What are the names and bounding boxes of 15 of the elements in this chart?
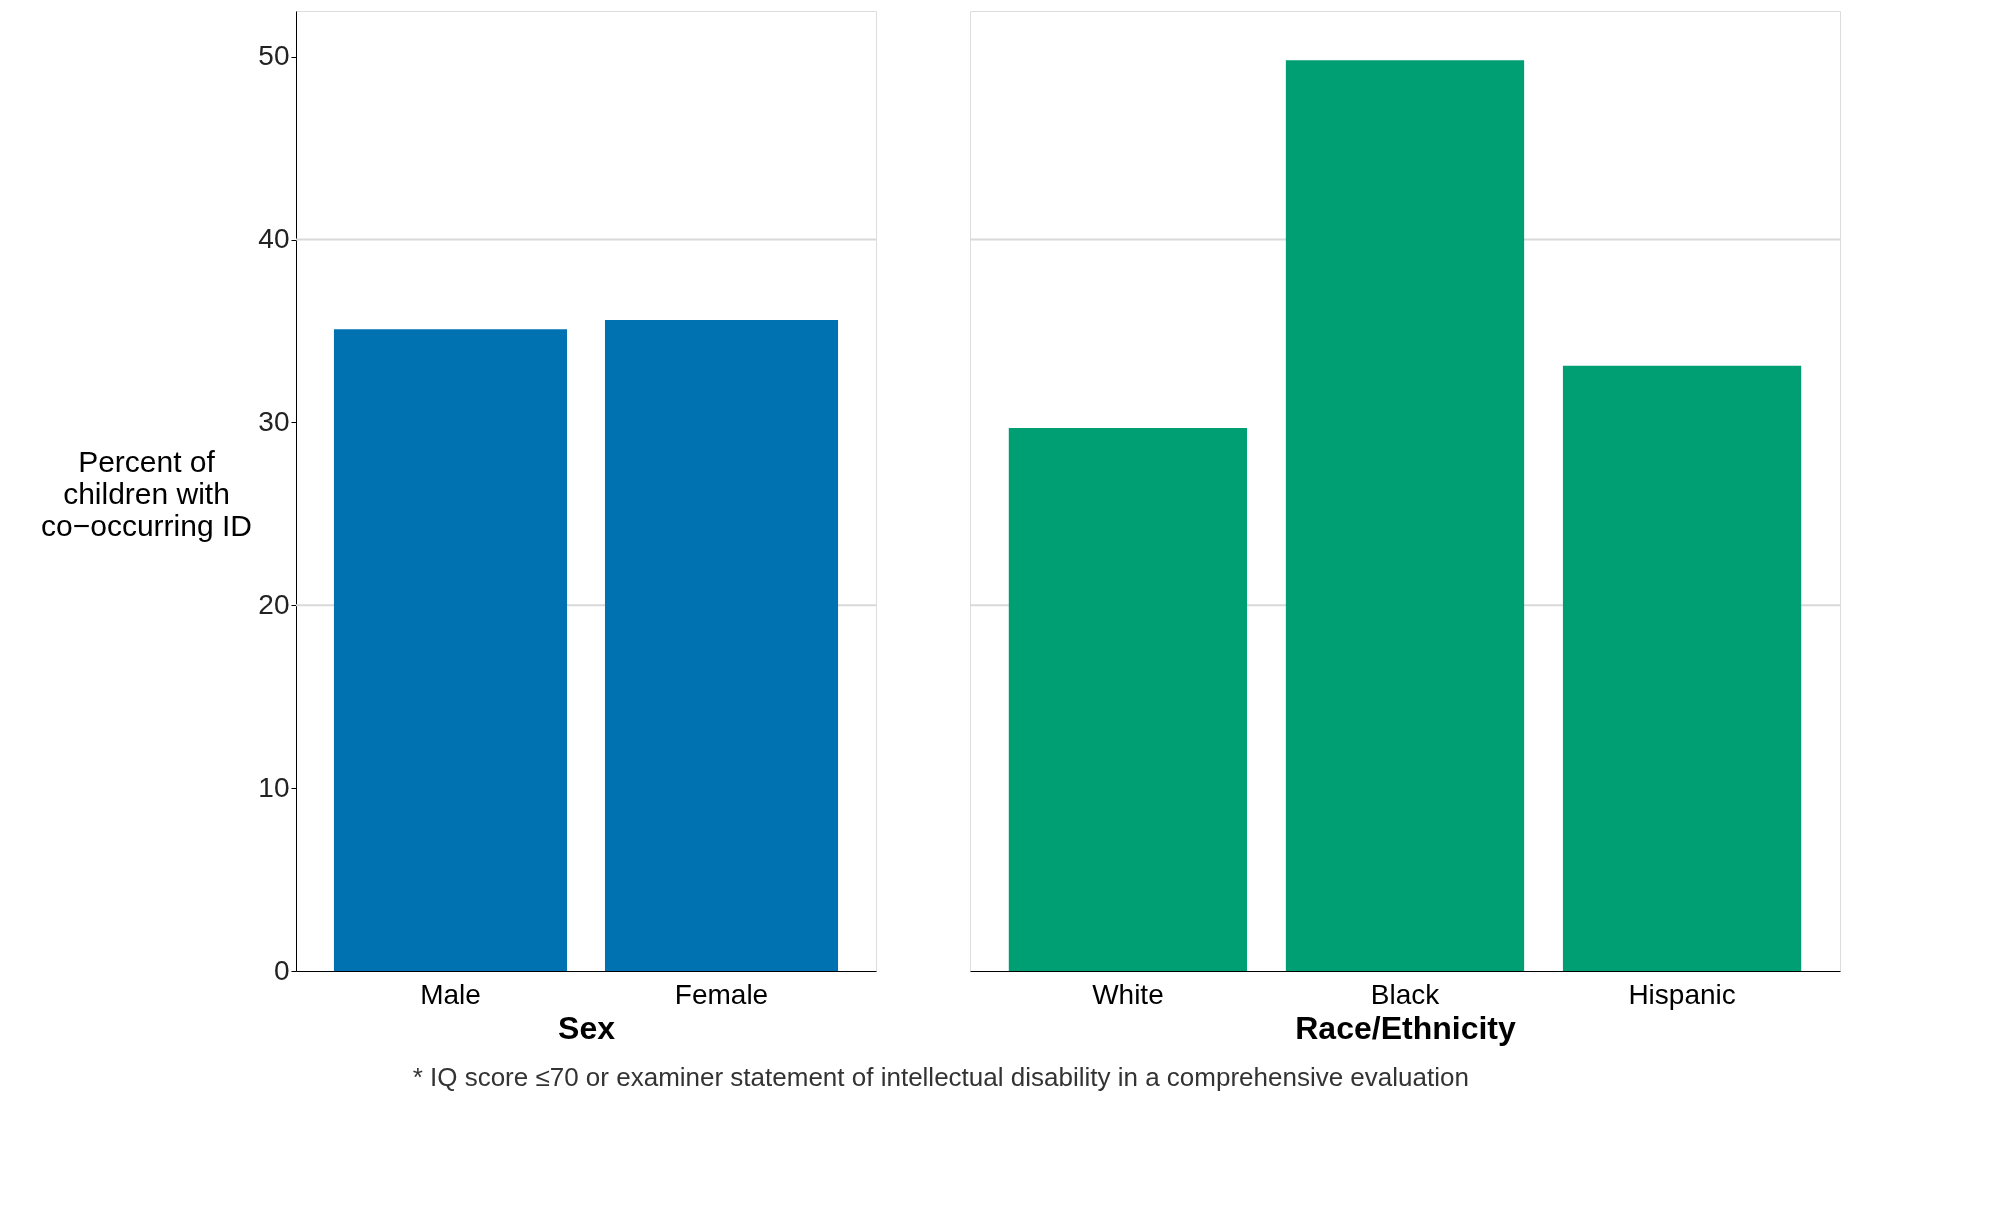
- x-tick-label: White: [1092, 978, 1164, 1010]
- y-tick-label: 50: [258, 40, 290, 72]
- x-axis-title: Sex: [558, 1009, 616, 1046]
- y-tick-label: 10: [258, 771, 290, 803]
- x-tick-label: Female: [674, 978, 769, 1010]
- y-axis-title: Percent of children with co−occurring ID: [41, 444, 252, 542]
- x-tick-label: Hispanic: [1628, 978, 1736, 1010]
- y-tick-label: 30: [258, 405, 290, 437]
- y-tick-label: 20: [258, 588, 290, 620]
- x-tick-label: Black: [1370, 978, 1441, 1010]
- text: * IQ score ≤70 or examiner statement of intellectual disability in a comprehensive evaluation: [412, 1061, 1469, 1092]
- x-axis-title: Race/Ethnicity: [1295, 1009, 1516, 1046]
- y-tick-label: 40: [258, 223, 290, 255]
- x-tick-label: Male: [420, 978, 481, 1010]
- y-tick-label: 0: [273, 954, 290, 986]
